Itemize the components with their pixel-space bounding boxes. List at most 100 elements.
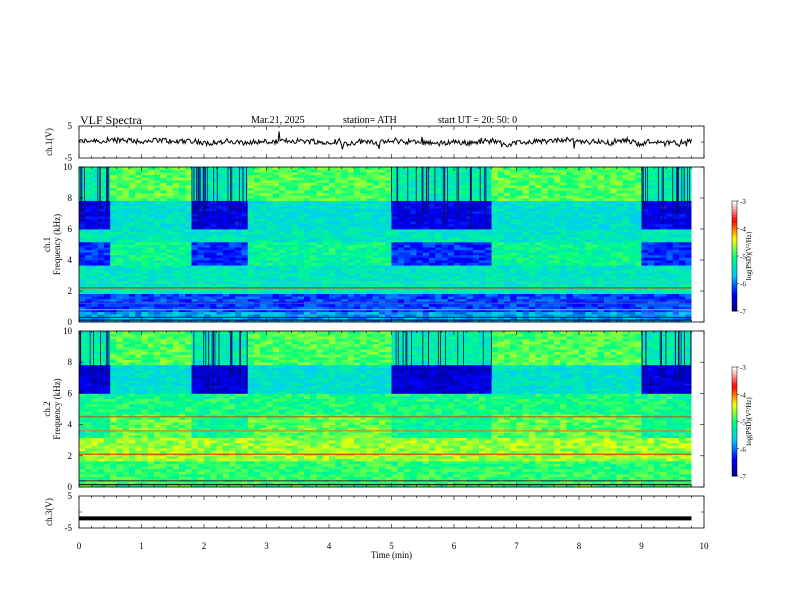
colorbar-cell bbox=[732, 234, 737, 238]
y-tick-label: 8 bbox=[68, 357, 73, 367]
colorbar-cell bbox=[732, 269, 737, 273]
colorbar-cell bbox=[732, 465, 737, 469]
colorbar-cell bbox=[732, 462, 737, 466]
waveform-ylabel: ch.1(V) bbox=[44, 128, 54, 156]
colorbar-cell bbox=[732, 375, 737, 379]
ch3-waveform-panel: 5 -5 ch.3(V) bbox=[44, 491, 705, 533]
y-tick-label: -5 bbox=[65, 523, 73, 533]
x-axis-label: Time (min) bbox=[371, 550, 412, 560]
colorbar-cell bbox=[732, 242, 737, 246]
colorbar-cell bbox=[732, 297, 737, 301]
colorbar-cell bbox=[732, 239, 737, 243]
colorbar-tick-label: -3 bbox=[740, 364, 746, 372]
y-tick-label: 5 bbox=[68, 121, 73, 131]
colorbar-cell bbox=[732, 391, 737, 395]
colorbar-cell bbox=[732, 456, 737, 461]
colorbar-tick-label: -6 bbox=[740, 446, 746, 454]
colorbar-cell bbox=[732, 201, 737, 205]
channel-label: ch.2 bbox=[42, 401, 52, 416]
y-tick-label: 2 bbox=[68, 286, 73, 296]
frequency-ylabel: Frequency (kHz) bbox=[52, 378, 62, 439]
colorbar-cell bbox=[732, 305, 737, 309]
date-label: Mar.21, 2025 bbox=[251, 115, 305, 126]
colorbar-cell bbox=[732, 407, 737, 412]
chart-title: VLF Spectra bbox=[80, 113, 142, 127]
channel-label: ch.1 bbox=[42, 237, 52, 252]
colorbar-cell bbox=[732, 278, 737, 282]
colorbar-cell bbox=[732, 203, 737, 207]
colorbar-cell bbox=[732, 429, 737, 433]
colorbar-cell bbox=[732, 258, 737, 262]
y-tick-label: 4 bbox=[68, 420, 73, 430]
colorbar-cell bbox=[732, 454, 737, 458]
colorbar-tick-label: -4 bbox=[740, 226, 746, 234]
colorbar-cell bbox=[732, 470, 737, 474]
colorbar-cell bbox=[732, 388, 737, 393]
colorbar-cell bbox=[732, 300, 737, 304]
colorbar-cell bbox=[732, 396, 737, 401]
y-tick-label: 5 bbox=[68, 491, 73, 501]
colorbar-cell bbox=[732, 267, 737, 271]
no-data-region bbox=[691, 167, 704, 322]
colorbar-label: log(PSD)(V²/Hz) bbox=[745, 397, 753, 446]
colorbar-cell bbox=[732, 206, 737, 210]
colorbar-tick-label: -6 bbox=[740, 281, 746, 289]
colorbar-cell bbox=[732, 372, 737, 376]
colorbar-cell bbox=[732, 209, 737, 213]
colorbar-cell bbox=[732, 402, 737, 406]
colorbar-cell bbox=[732, 264, 737, 268]
colorbar-cell bbox=[732, 286, 737, 290]
colorbar-tick-label: -5 bbox=[740, 253, 746, 261]
ch1-waveform-panel: 5 -5 ch.1(V) bbox=[44, 121, 705, 163]
colorbar-cell bbox=[732, 437, 737, 442]
colorbar-label: log(PSD)(V²/Hz) bbox=[745, 231, 753, 280]
colorbar-cell bbox=[732, 228, 737, 232]
x-tick-label: 9 bbox=[639, 541, 644, 551]
x-tick-label: 4 bbox=[327, 541, 332, 551]
colorbar-cell bbox=[732, 223, 737, 227]
ch2-colorbar: -3 -4 -5 -6 -7 log(PSD)(V²/Hz) bbox=[731, 364, 753, 481]
colorbar-cell bbox=[732, 418, 737, 422]
colorbar-tick-label: -5 bbox=[740, 419, 746, 427]
colorbar-tick-label: -7 bbox=[740, 308, 746, 316]
colorbar-cell bbox=[732, 289, 737, 293]
station-label: station= ATH bbox=[343, 115, 397, 126]
colorbar-cell bbox=[732, 448, 737, 452]
colorbar-tick-label: -7 bbox=[740, 473, 746, 481]
colorbar-cell bbox=[732, 283, 737, 287]
colorbar-cell bbox=[732, 405, 737, 409]
waveform-frame bbox=[78, 495, 705, 529]
colorbar-cell bbox=[732, 308, 737, 312]
colorbar-tick-label: -4 bbox=[740, 391, 746, 399]
x-tick-label: 6 bbox=[452, 541, 457, 551]
y-tick-label: 6 bbox=[68, 224, 73, 234]
x-tick-label: 3 bbox=[264, 541, 269, 551]
colorbar-cell bbox=[732, 473, 737, 477]
colorbar-cell bbox=[732, 236, 737, 240]
colorbar-cell bbox=[732, 250, 737, 254]
time-axis: 0 1 2 3 4 5 6 7 8 9 10 Time (min) bbox=[77, 541, 709, 560]
colorbar-cell bbox=[732, 245, 737, 249]
colorbar-tick-label: -3 bbox=[740, 198, 746, 206]
colorbar-cell bbox=[732, 383, 737, 387]
colorbar-cell bbox=[732, 410, 737, 414]
colorbar-cell bbox=[732, 446, 737, 450]
x-tick-label: 2 bbox=[202, 541, 207, 551]
colorbar-cell bbox=[732, 443, 737, 447]
x-tick-label: 1 bbox=[139, 541, 144, 551]
waveform-trace bbox=[78, 131, 692, 150]
colorbar-cell bbox=[732, 225, 737, 229]
colorbar-cell bbox=[732, 217, 737, 221]
start-time-label: start UT = 20: 50: 0 bbox=[438, 115, 518, 126]
colorbar-cell bbox=[732, 394, 737, 398]
colorbar-cell bbox=[732, 367, 737, 371]
waveform-ylabel: ch.3(V) bbox=[44, 498, 54, 526]
colorbar-cell bbox=[732, 413, 737, 417]
colorbar-cell bbox=[732, 432, 737, 436]
spectrogram-cells bbox=[79, 167, 692, 323]
colorbar-cell bbox=[732, 416, 737, 420]
colorbar-cell bbox=[732, 231, 737, 235]
y-tick-label: 0 bbox=[68, 317, 73, 327]
colorbar-cell bbox=[732, 261, 737, 265]
